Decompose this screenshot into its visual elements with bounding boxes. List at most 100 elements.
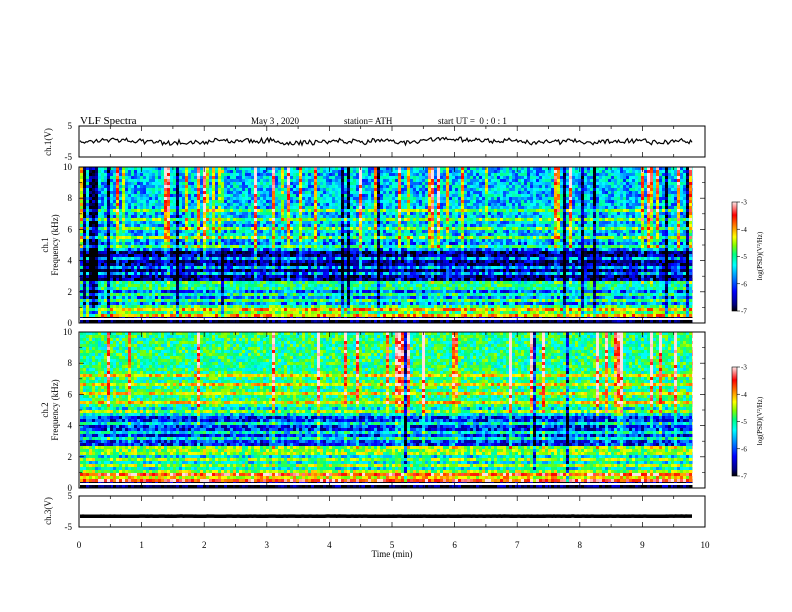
start-ut-label: start UT = 0 : 0 : 1 <box>438 116 507 126</box>
spectrogram-cell <box>116 296 119 299</box>
spectrogram-cell <box>254 200 257 203</box>
spectrogram-cell <box>194 176 197 179</box>
spectrogram-cell <box>173 200 176 203</box>
spectrogram-cell <box>335 248 338 251</box>
spectrogram-cell <box>176 182 179 185</box>
spectrogram-cell <box>122 176 125 179</box>
spectrogram-cell <box>260 179 263 182</box>
spectrogram-cell <box>272 257 275 260</box>
spectrogram-cell <box>311 200 314 203</box>
spectrogram-cell <box>182 203 185 206</box>
spectrogram-cell <box>230 281 233 284</box>
spectrogram-cell <box>350 218 353 221</box>
spectrogram-cell <box>347 278 350 281</box>
spectrogram-cell <box>230 218 233 221</box>
spectrogram-cell <box>230 284 233 287</box>
spectrogram-cell <box>302 245 305 248</box>
spectrogram-cell <box>146 185 149 188</box>
spectrogram-cell <box>308 206 311 209</box>
spectrogram-cell <box>83 215 86 218</box>
spectrogram-cell <box>197 314 200 317</box>
spectrogram-cell <box>350 314 353 317</box>
spectrogram-cell <box>113 308 116 311</box>
spectrogram-cell <box>83 281 86 284</box>
spectrogram-cell <box>173 188 176 191</box>
spectrogram-cell <box>116 302 119 305</box>
ch1-waveform-panel: 5 -5 ch.1(V) <box>43 121 705 162</box>
spectrogram-cell <box>350 281 353 284</box>
spectrogram-cell <box>326 311 329 314</box>
spectrogram-cell <box>230 173 233 176</box>
spectrogram-cell <box>326 227 329 230</box>
spectrogram-cell <box>164 203 167 206</box>
spectrogram-cell <box>242 236 245 239</box>
spectrogram-cell <box>215 206 218 209</box>
spectrogram-cell <box>188 308 191 311</box>
spectrogram-cell <box>146 287 149 290</box>
spectrogram-cell <box>188 314 191 317</box>
spectrogram-cell <box>143 293 146 296</box>
spectrogram-cell <box>98 179 101 182</box>
spectrogram-cell <box>344 254 347 257</box>
spectrogram-cell <box>338 308 341 311</box>
spectrogram-cell <box>95 299 98 302</box>
spectrogram-cell <box>188 296 191 299</box>
spectrogram-cell <box>179 203 182 206</box>
spectrogram-cell <box>308 290 311 293</box>
spectrogram-cell <box>158 185 161 188</box>
spectrogram-cell <box>332 176 335 179</box>
spectrogram-cell <box>296 230 299 233</box>
spectrogram-cell <box>281 230 284 233</box>
spectrogram-cell <box>107 230 110 233</box>
spectrogram-cell <box>341 290 344 293</box>
spectrogram-cell <box>80 203 83 206</box>
spectrogram-cell <box>281 263 284 266</box>
spectrogram-cell <box>188 257 191 260</box>
spectrogram-cell <box>116 293 119 296</box>
spectrogram-cell <box>242 308 245 311</box>
spectrogram-cell <box>125 260 128 263</box>
spectrogram-cell <box>347 188 350 191</box>
spectrogram-cell <box>338 254 341 257</box>
spectrogram-cell <box>308 188 311 191</box>
spectrogram-cell <box>359 203 362 206</box>
spectrogram-cell <box>104 206 107 209</box>
spectrogram-cell <box>302 239 305 242</box>
spectrogram-cell <box>107 176 110 179</box>
spectrogram-cell <box>119 206 122 209</box>
spectrogram-cell <box>203 293 206 296</box>
spectrogram-cell <box>242 188 245 191</box>
spectrogram-cell <box>128 266 131 269</box>
spectrogram-cell <box>236 281 239 284</box>
spectrogram-cell <box>326 224 329 227</box>
spectrogram-cell <box>188 272 191 275</box>
spectrogram-cell <box>197 278 200 281</box>
spectrogram-cell <box>266 260 269 263</box>
spectrogram-cell <box>245 236 248 239</box>
spectrogram-cell <box>323 194 326 197</box>
spectrogram-cell <box>194 296 197 299</box>
spectrogram-cell <box>248 269 251 272</box>
spectrogram-cell <box>245 308 248 311</box>
spectrogram-cell <box>89 314 92 317</box>
spectrogram-cell <box>320 176 323 179</box>
spectrogram-cell <box>119 305 122 308</box>
spectrogram-cell <box>185 302 188 305</box>
spectrogram-cell <box>245 239 248 242</box>
spectrogram-cell <box>128 296 131 299</box>
spectrogram-cell <box>251 197 254 200</box>
spectrogram-cell <box>137 263 140 266</box>
spectrogram-cell <box>359 230 362 233</box>
spectrogram-cell <box>95 236 98 239</box>
spectrogram-cell <box>86 176 89 179</box>
spectrogram-cell <box>278 197 281 200</box>
spectrogram-cell <box>86 308 89 311</box>
spectrogram-cell <box>269 275 272 278</box>
spectrogram-cell <box>296 314 299 317</box>
spectrogram-cell <box>155 305 158 308</box>
spectrogram-cell <box>209 299 212 302</box>
spectrogram-cell <box>134 269 137 272</box>
spectrogram-cell <box>185 272 188 275</box>
spectrogram-cell <box>188 239 191 242</box>
spectrogram-cell <box>179 293 182 296</box>
